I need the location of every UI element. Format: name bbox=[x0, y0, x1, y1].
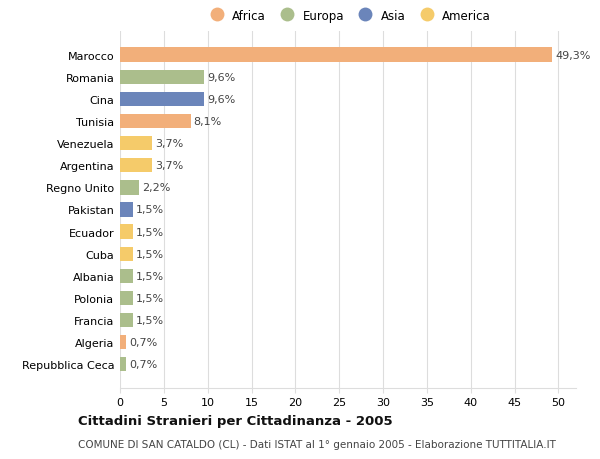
Bar bbox=[120, 159, 152, 173]
Text: 2,2%: 2,2% bbox=[142, 183, 170, 193]
Bar bbox=[120, 335, 126, 350]
Text: 0,7%: 0,7% bbox=[129, 359, 157, 369]
Text: 1,5%: 1,5% bbox=[136, 293, 164, 303]
Legend: Africa, Europa, Asia, America: Africa, Europa, Asia, America bbox=[205, 10, 491, 22]
Bar bbox=[120, 358, 126, 372]
Text: 9,6%: 9,6% bbox=[207, 73, 235, 83]
Bar bbox=[120, 92, 204, 107]
Text: COMUNE DI SAN CATALDO (CL) - Dati ISTAT al 1° gennaio 2005 - Elaborazione TUTTIT: COMUNE DI SAN CATALDO (CL) - Dati ISTAT … bbox=[78, 440, 556, 449]
Text: 49,3%: 49,3% bbox=[555, 50, 590, 61]
Bar bbox=[120, 181, 139, 195]
Text: 8,1%: 8,1% bbox=[194, 117, 222, 127]
Text: Cittadini Stranieri per Cittadinanza - 2005: Cittadini Stranieri per Cittadinanza - 2… bbox=[78, 414, 392, 428]
Bar bbox=[120, 225, 133, 239]
Text: 1,5%: 1,5% bbox=[136, 227, 164, 237]
Bar bbox=[120, 203, 133, 217]
Bar bbox=[120, 137, 152, 151]
Text: 3,7%: 3,7% bbox=[155, 139, 184, 149]
Bar bbox=[120, 70, 204, 85]
Bar bbox=[120, 48, 553, 62]
Bar bbox=[120, 291, 133, 305]
Text: 3,7%: 3,7% bbox=[155, 161, 184, 171]
Bar bbox=[120, 313, 133, 328]
Bar bbox=[120, 269, 133, 283]
Bar bbox=[120, 115, 191, 129]
Text: 0,7%: 0,7% bbox=[129, 337, 157, 347]
Text: 1,5%: 1,5% bbox=[136, 315, 164, 325]
Bar bbox=[120, 247, 133, 261]
Text: 1,5%: 1,5% bbox=[136, 271, 164, 281]
Text: 1,5%: 1,5% bbox=[136, 205, 164, 215]
Text: 1,5%: 1,5% bbox=[136, 249, 164, 259]
Text: 9,6%: 9,6% bbox=[207, 95, 235, 105]
